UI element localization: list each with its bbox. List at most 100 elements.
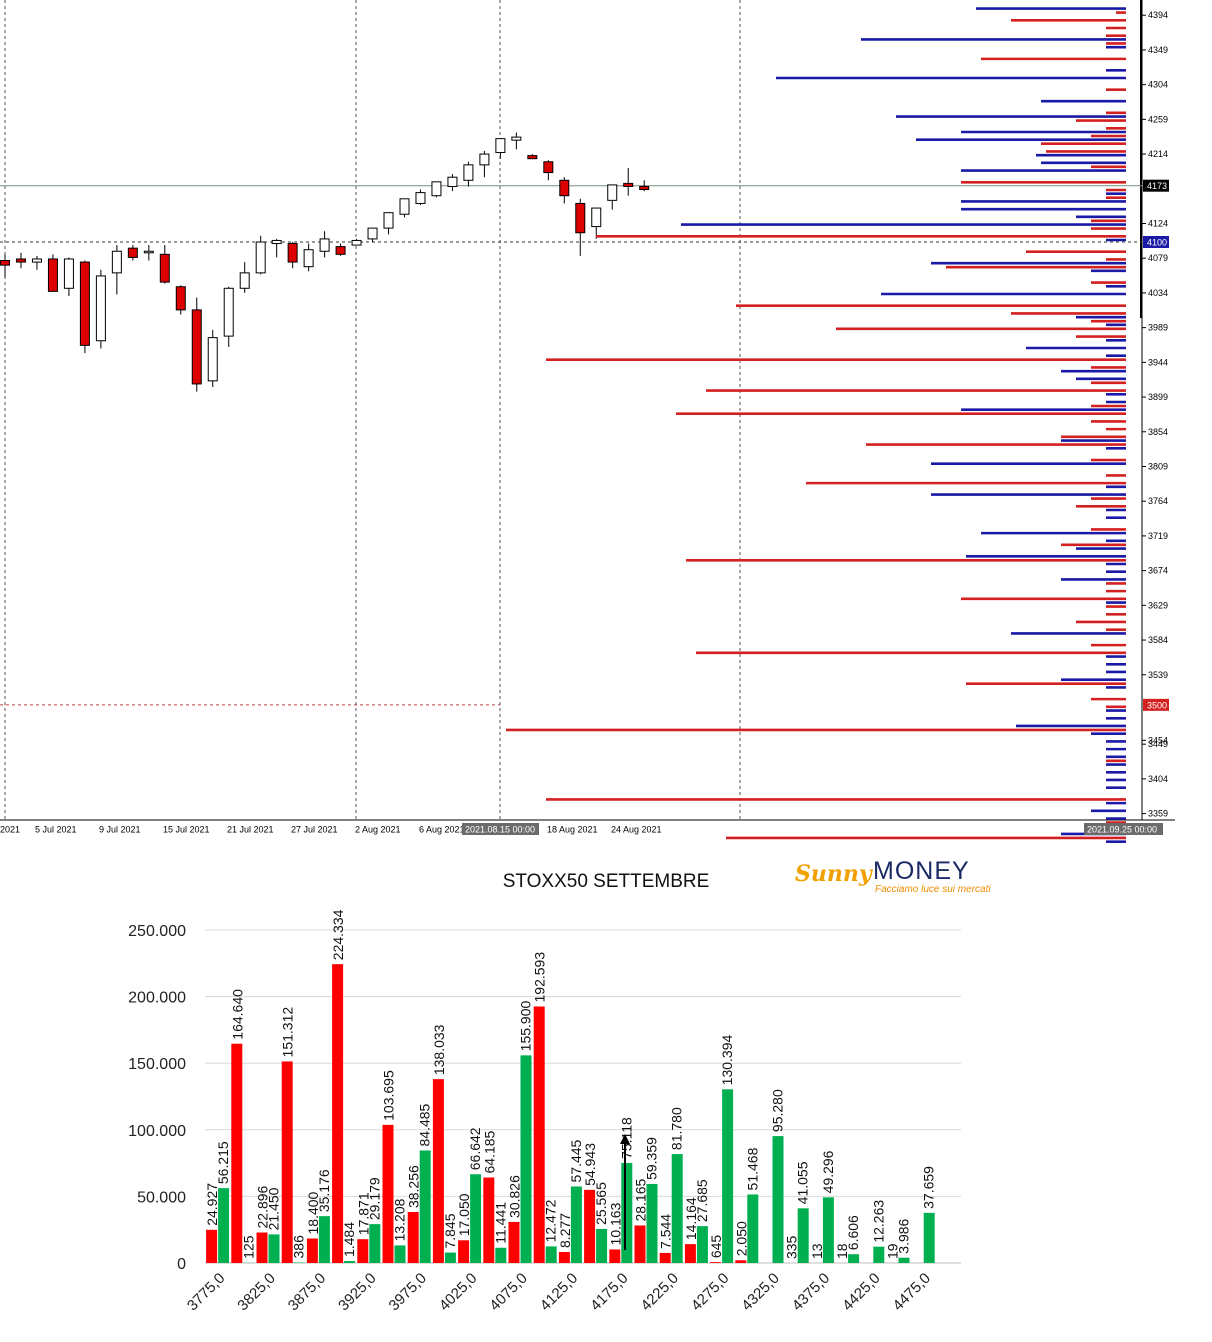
- call-value-label: 130.394: [719, 1034, 735, 1085]
- call-value-label: 12.472: [543, 1199, 559, 1242]
- candle-body: [543, 161, 554, 174]
- candle: [143, 245, 154, 261]
- end-date-label: 2021.09.25 00:00: [1087, 825, 1157, 835]
- strike-group: 192.593 12.472: [532, 952, 559, 1263]
- candle: [495, 138, 506, 159]
- call-bar: [898, 1257, 910, 1263]
- call-value-label: 56.215: [215, 1141, 231, 1184]
- call-value-label: 6.606: [845, 1215, 861, 1250]
- call-value-label: 95.280: [770, 1089, 786, 1132]
- strike-group: 193.986: [885, 1218, 912, 1263]
- candle: [63, 257, 74, 296]
- candle: [351, 238, 362, 246]
- candle: [175, 285, 186, 315]
- candle: [319, 231, 330, 258]
- candle: [447, 174, 458, 192]
- call-bar: [268, 1234, 280, 1263]
- put-bar: [458, 1240, 470, 1263]
- put-bar: [256, 1232, 268, 1263]
- candle-body: [143, 250, 154, 254]
- put-bar: [558, 1251, 570, 1263]
- call-bar: [772, 1136, 784, 1263]
- date-label: 2021: [0, 825, 20, 835]
- x-tick-label: 4225,0: [638, 1270, 682, 1314]
- call-bar: [747, 1194, 759, 1263]
- strike-group: 164.640 125: [229, 989, 256, 1263]
- candle: [511, 132, 522, 150]
- put-value-label: 18.400: [305, 1191, 321, 1234]
- date-label: 18 Aug 2021: [547, 825, 598, 835]
- strike-group: 103.695 13.208: [381, 1070, 408, 1263]
- put-bar: [684, 1244, 696, 1263]
- price-tag-4100-bg: [1143, 236, 1169, 248]
- price-label: 3809: [1148, 461, 1168, 471]
- call-bar: [495, 1247, 507, 1263]
- x-tick-label: 4025,0: [436, 1270, 480, 1314]
- candle: [271, 238, 282, 258]
- candle-body: [191, 309, 202, 385]
- put-bar: [332, 964, 344, 1263]
- call-value-label: 25.565: [593, 1182, 609, 1225]
- put-bar: [634, 1225, 646, 1263]
- call-value-label: 57.445: [568, 1139, 584, 1182]
- candle-body: [351, 239, 362, 246]
- call-bar: [848, 1254, 860, 1263]
- call-value-label: 21.450: [266, 1187, 282, 1230]
- put-value-label: 13: [809, 1243, 825, 1259]
- call-value-label: 66.642: [467, 1127, 483, 1170]
- call-bar: [419, 1150, 431, 1263]
- price-label: 3539: [1148, 670, 1168, 680]
- call-bar: [621, 1162, 633, 1263]
- price-label: 3719: [1148, 531, 1168, 541]
- put-bar: [306, 1238, 318, 1263]
- candle: [527, 154, 538, 160]
- candle: [0, 254, 10, 278]
- date-label: 21 Jul 2021: [227, 825, 274, 835]
- strike-group: 17.050 66.642: [456, 1127, 483, 1263]
- candle: [15, 252, 26, 269]
- candle: [431, 181, 442, 198]
- candle-body: [95, 275, 106, 342]
- call-value-label: 29.179: [366, 1177, 382, 1220]
- candle: [383, 212, 394, 235]
- candle-body: [399, 198, 410, 215]
- put-bar: [206, 1229, 218, 1263]
- call-bar: [394, 1245, 406, 1263]
- x-tick-label: 4275,0: [688, 1270, 732, 1314]
- call-bar: [596, 1228, 608, 1263]
- date-label: 24 Aug 2021: [611, 825, 662, 835]
- candle: [559, 177, 570, 204]
- price-tag-3500: 3500: [1147, 700, 1167, 710]
- put-bar: [483, 1177, 495, 1263]
- candle-body: [479, 153, 490, 166]
- candle: [367, 227, 378, 242]
- strike-group: 138.033 7.845: [431, 1024, 458, 1263]
- x-tick-label: 4125,0: [537, 1270, 581, 1314]
- candle-body: [575, 202, 586, 234]
- candle-body: [623, 182, 634, 187]
- call-value-label: 155.900: [518, 1001, 534, 1052]
- put-bar: [710, 1262, 722, 1263]
- candle: [575, 198, 586, 256]
- candle-body: [159, 253, 170, 283]
- call-value-label: 41.055: [795, 1161, 811, 1204]
- call-value-label: 59.359: [644, 1137, 660, 1180]
- call-bar: [470, 1174, 482, 1263]
- strike-group: 8.277 57.445: [557, 1139, 584, 1263]
- x-tick-label: 3925,0: [335, 1270, 379, 1314]
- candle-body: [367, 227, 378, 240]
- strike-group: 12.263: [870, 1200, 886, 1263]
- put-value-label: 151.312: [280, 1007, 296, 1058]
- open-interest-bar-chart: 0 50.000 100.000 150.000 200.000 250.000 24.92…: [128, 909, 961, 1314]
- candle: [287, 242, 298, 269]
- put-bar: [281, 1061, 293, 1263]
- candle: [399, 198, 410, 218]
- price-label: 3989: [1148, 323, 1168, 333]
- date-label: 27 Jul 2021: [291, 825, 338, 835]
- strike-group: 7.544 81.780: [658, 1107, 685, 1263]
- candle-body: [559, 179, 570, 197]
